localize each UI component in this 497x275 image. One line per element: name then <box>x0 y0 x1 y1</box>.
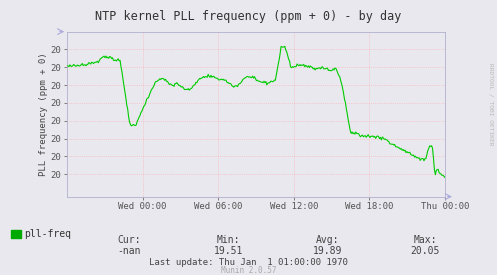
Text: 19.51: 19.51 <box>214 246 244 256</box>
Text: NTP kernel PLL frequency (ppm + 0) - by day: NTP kernel PLL frequency (ppm + 0) - by … <box>95 10 402 23</box>
Text: Min:: Min: <box>217 235 241 245</box>
Text: Cur:: Cur: <box>117 235 141 245</box>
Text: -nan: -nan <box>117 246 141 256</box>
Text: Max:: Max: <box>413 235 437 245</box>
Text: Avg:: Avg: <box>316 235 340 245</box>
Text: 20.05: 20.05 <box>410 246 440 256</box>
Y-axis label: PLL frequency (ppm + 0): PLL frequency (ppm + 0) <box>39 52 48 176</box>
Text: pll-freq: pll-freq <box>24 229 71 239</box>
Text: Munin 2.0.57: Munin 2.0.57 <box>221 266 276 275</box>
Text: Last update: Thu Jan  1 01:00:00 1970: Last update: Thu Jan 1 01:00:00 1970 <box>149 258 348 266</box>
Text: 19.89: 19.89 <box>313 246 343 256</box>
Text: RRDTOOL / TOBI OETIKER: RRDTOOL / TOBI OETIKER <box>488 63 493 146</box>
